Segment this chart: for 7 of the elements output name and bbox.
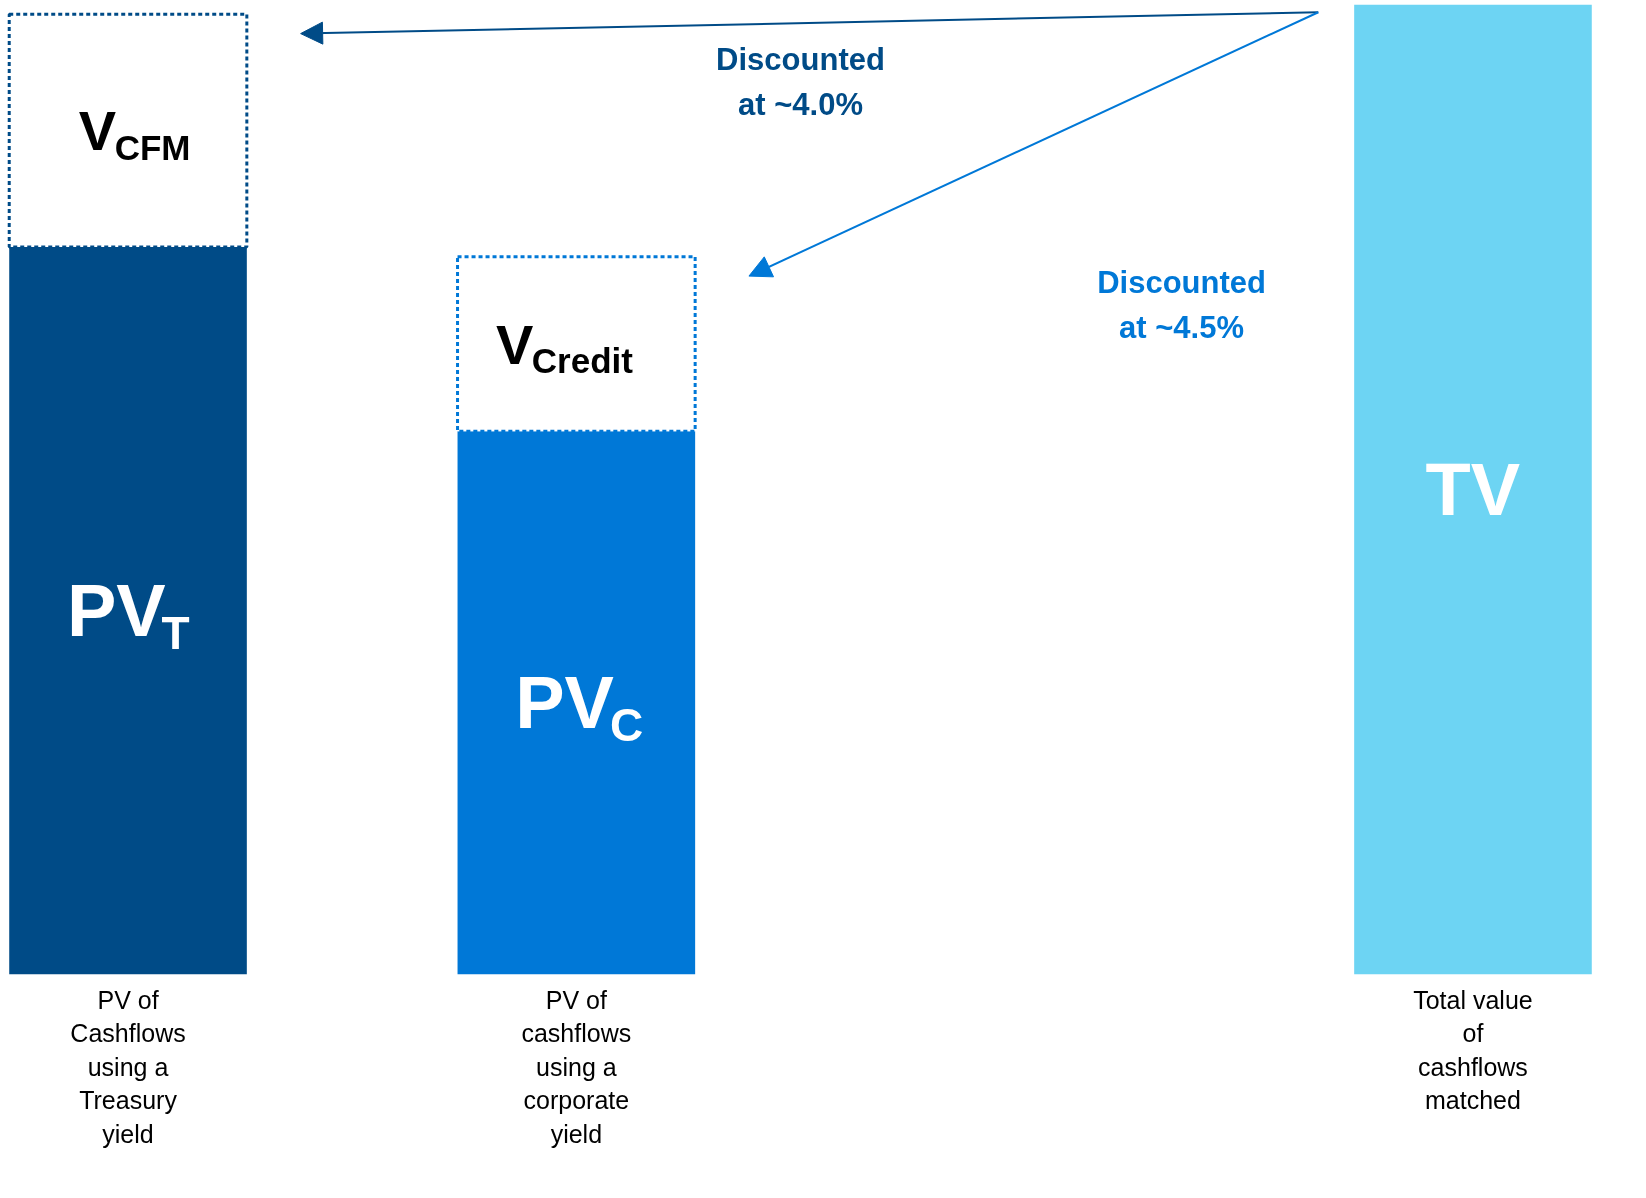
annotation: TV [1425, 448, 1521, 531]
x-tick-label: Total value of cashflows matched [1413, 985, 1533, 1115]
x-tick-label: PV of Cashflows using a Treasury yield [70, 985, 186, 1148]
x-tick-label: PV of cashflows using a corporate yield [521, 985, 632, 1148]
annotation: Discounted at ~4.5% [1097, 264, 1266, 346]
bar [1354, 4, 1592, 975]
annotation: Discounted at ~4.0% [716, 41, 885, 123]
